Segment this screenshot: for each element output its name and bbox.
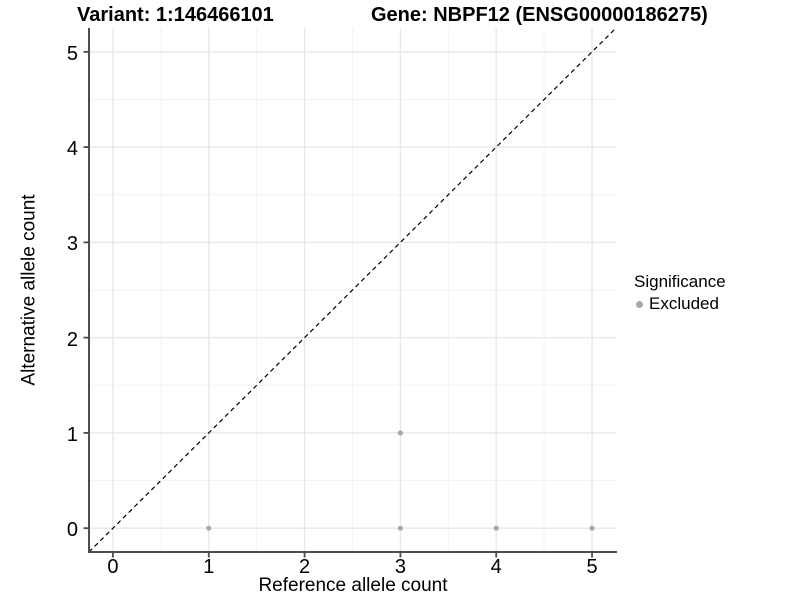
legend-dot-icon (636, 301, 643, 309)
y-tick-label: 5 (66, 42, 78, 65)
x-axis-title: Reference allele count (258, 575, 448, 596)
x-tick-label: 2 (299, 556, 311, 578)
identity-dashed-line (88, 27, 617, 553)
x-tick-label: 4 (490, 556, 502, 578)
data-point (397, 430, 404, 436)
plot-title-variant: Variant: 1:146466101 (77, 4, 274, 26)
x-tick-label: 1 (203, 556, 215, 578)
x-tick-label: 0 (107, 556, 119, 578)
y-axis-title: Alternative allele count (18, 194, 40, 386)
data-point (206, 525, 212, 531)
legend-item-label: Excluded (649, 294, 719, 314)
data-point (397, 525, 404, 531)
legend: Significance Excluded (634, 272, 726, 315)
plot-title-gene: Gene: NBPF12 (ENSG00000186275) (371, 4, 708, 26)
y-tick-label: 4 (66, 138, 78, 161)
legend-items: Excluded (634, 294, 726, 314)
y-tick-label: 2 (66, 328, 78, 351)
data-point (493, 525, 499, 531)
y-tick-label: 1 (66, 423, 78, 446)
legend-item: Excluded (636, 294, 726, 314)
legend-title: Significance (634, 272, 726, 291)
x-tick-label: 3 (394, 556, 406, 578)
x-tick-label: 5 (586, 556, 598, 578)
data-point (589, 525, 595, 531)
y-tick-label: 3 (66, 233, 78, 256)
y-tick-label: 0 (66, 519, 78, 542)
